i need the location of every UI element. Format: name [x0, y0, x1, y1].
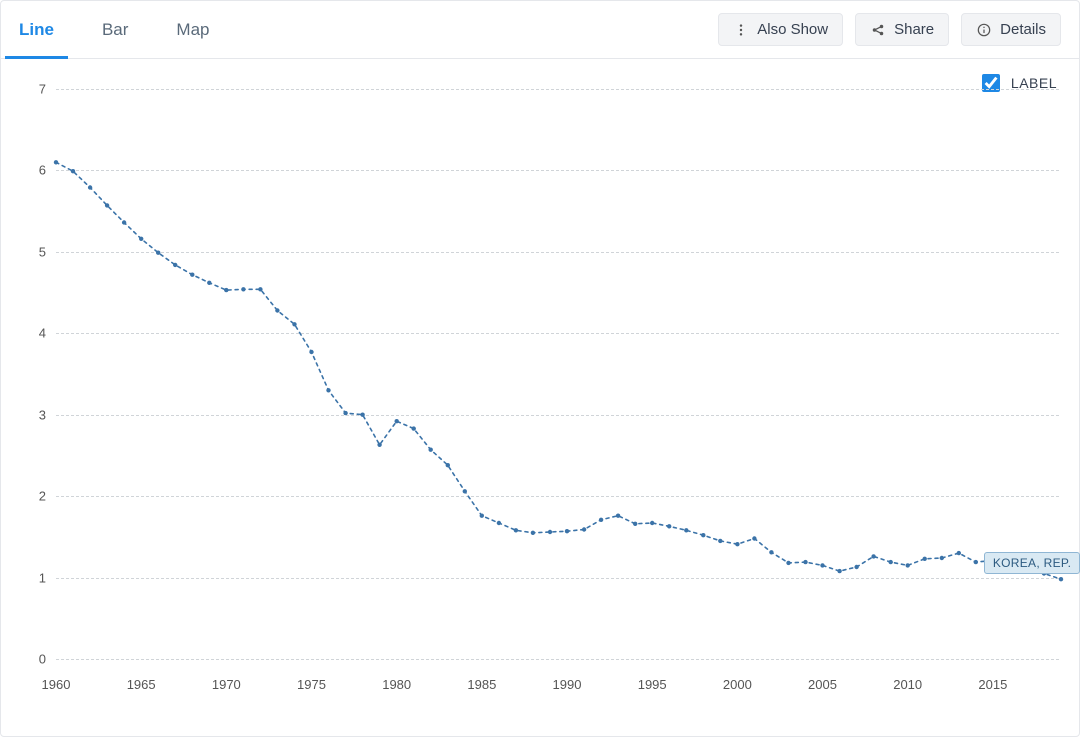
series-marker — [360, 413, 364, 417]
series-marker — [412, 426, 416, 430]
series-marker — [769, 550, 773, 554]
series-marker — [940, 556, 944, 560]
series-marker — [326, 388, 330, 392]
series-marker — [565, 529, 569, 533]
share-label: Share — [894, 21, 934, 38]
series-marker — [156, 251, 160, 255]
series-marker — [616, 514, 620, 518]
action-buttons: Also Show Share Details — [718, 13, 1061, 46]
series-marker — [54, 160, 58, 164]
series-marker — [224, 288, 228, 292]
series-marker — [463, 489, 467, 493]
series-label[interactable]: KOREA, REP. — [984, 552, 1080, 574]
series-marker — [871, 554, 875, 558]
series-marker — [292, 322, 296, 326]
series-marker — [531, 531, 535, 535]
series-marker — [497, 521, 501, 525]
share-button[interactable]: Share — [855, 13, 949, 46]
series-marker — [377, 443, 381, 447]
series-marker — [718, 539, 722, 543]
share-icon — [870, 22, 886, 38]
series-marker — [752, 536, 756, 540]
series-marker — [837, 569, 841, 573]
series-marker — [889, 560, 893, 564]
tab-bar[interactable]: Bar — [102, 1, 128, 58]
series-marker — [173, 263, 177, 267]
details-button[interactable]: Details — [961, 13, 1061, 46]
series-marker — [803, 560, 807, 564]
series-marker — [820, 563, 824, 567]
series-marker — [923, 557, 927, 561]
also-show-button[interactable]: Also Show — [718, 13, 843, 46]
series-marker — [599, 518, 603, 522]
chart-area: LABEL 01234567 1960196519701975198019851… — [1, 59, 1079, 736]
line-chart — [1, 59, 1080, 738]
series-marker — [684, 528, 688, 532]
series-marker — [395, 419, 399, 423]
series-marker — [582, 527, 586, 531]
series-marker — [207, 281, 211, 285]
series-marker — [241, 287, 245, 291]
details-label: Details — [1000, 21, 1046, 38]
dots-vertical-icon — [733, 22, 749, 38]
series-marker — [343, 411, 347, 415]
info-icon — [976, 22, 992, 38]
series-marker — [309, 350, 313, 354]
series-marker — [190, 273, 194, 277]
toolbar: Line Bar Map Also Show Share Det — [1, 1, 1079, 59]
series-marker — [906, 563, 910, 567]
series-marker — [1059, 577, 1063, 581]
series-marker — [105, 203, 109, 207]
series-marker — [650, 521, 654, 525]
chart-container: Line Bar Map Also Show Share Det — [0, 0, 1080, 737]
series-marker — [71, 169, 75, 173]
series-marker — [480, 514, 484, 518]
tab-line[interactable]: Line — [19, 1, 54, 58]
series-marker — [974, 560, 978, 564]
series-marker — [429, 448, 433, 452]
view-tabs: Line Bar Map — [19, 1, 210, 58]
series-marker — [957, 551, 961, 555]
series-marker — [275, 308, 279, 312]
series-marker — [854, 565, 858, 569]
series-marker — [514, 528, 518, 532]
series-marker — [667, 524, 671, 528]
also-show-label: Also Show — [757, 21, 828, 38]
series-line — [56, 162, 1061, 579]
series-marker — [548, 530, 552, 534]
tab-map[interactable]: Map — [176, 1, 209, 58]
series-marker — [446, 463, 450, 467]
series-marker — [786, 561, 790, 565]
series-marker — [88, 185, 92, 189]
series-marker — [701, 533, 705, 537]
series-marker — [139, 237, 143, 241]
series-marker — [122, 220, 126, 224]
series-marker — [735, 542, 739, 546]
series-marker — [258, 287, 262, 291]
series-marker — [633, 522, 637, 526]
